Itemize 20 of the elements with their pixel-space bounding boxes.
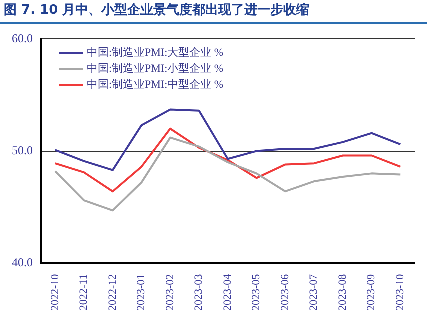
x-tick-label: 2022-11 [78, 274, 90, 311]
x-tick-label: 2023-02 [164, 274, 176, 312]
x-tick-label: 2023-04 [222, 274, 234, 312]
x-tick-label: 2023-10 [394, 274, 407, 312]
x-tick-label: 2023-03 [193, 274, 206, 312]
y-tick-label: 50.0 [12, 143, 33, 158]
legend-label: 中国:制造业PMI:小型企业 % [87, 62, 224, 76]
x-tick-label: 2023-06 [279, 274, 292, 312]
y-tick-label: 60.0 [12, 31, 33, 46]
legend-label: 中国:制造业PMI:中型企业 % [87, 78, 224, 92]
x-tick-label: 2022-10 [49, 274, 62, 312]
x-tick-label: 2023-05 [250, 274, 263, 312]
y-tick-label: 40.0 [12, 255, 33, 270]
legend-label: 中国:制造业PMI:大型企业 % [87, 46, 224, 60]
x-tick-label: 2023-07 [308, 274, 320, 312]
x-tick-label: 2022-12 [106, 274, 119, 312]
x-tick-label: 2023-08 [336, 274, 349, 312]
x-tick-label: 2023-01 [136, 274, 148, 312]
chart-title: 图 7. 10 月中、小型企业景气度都出现了进一步收缩 [0, 0, 427, 24]
x-tick-label: 2023-09 [366, 274, 378, 312]
